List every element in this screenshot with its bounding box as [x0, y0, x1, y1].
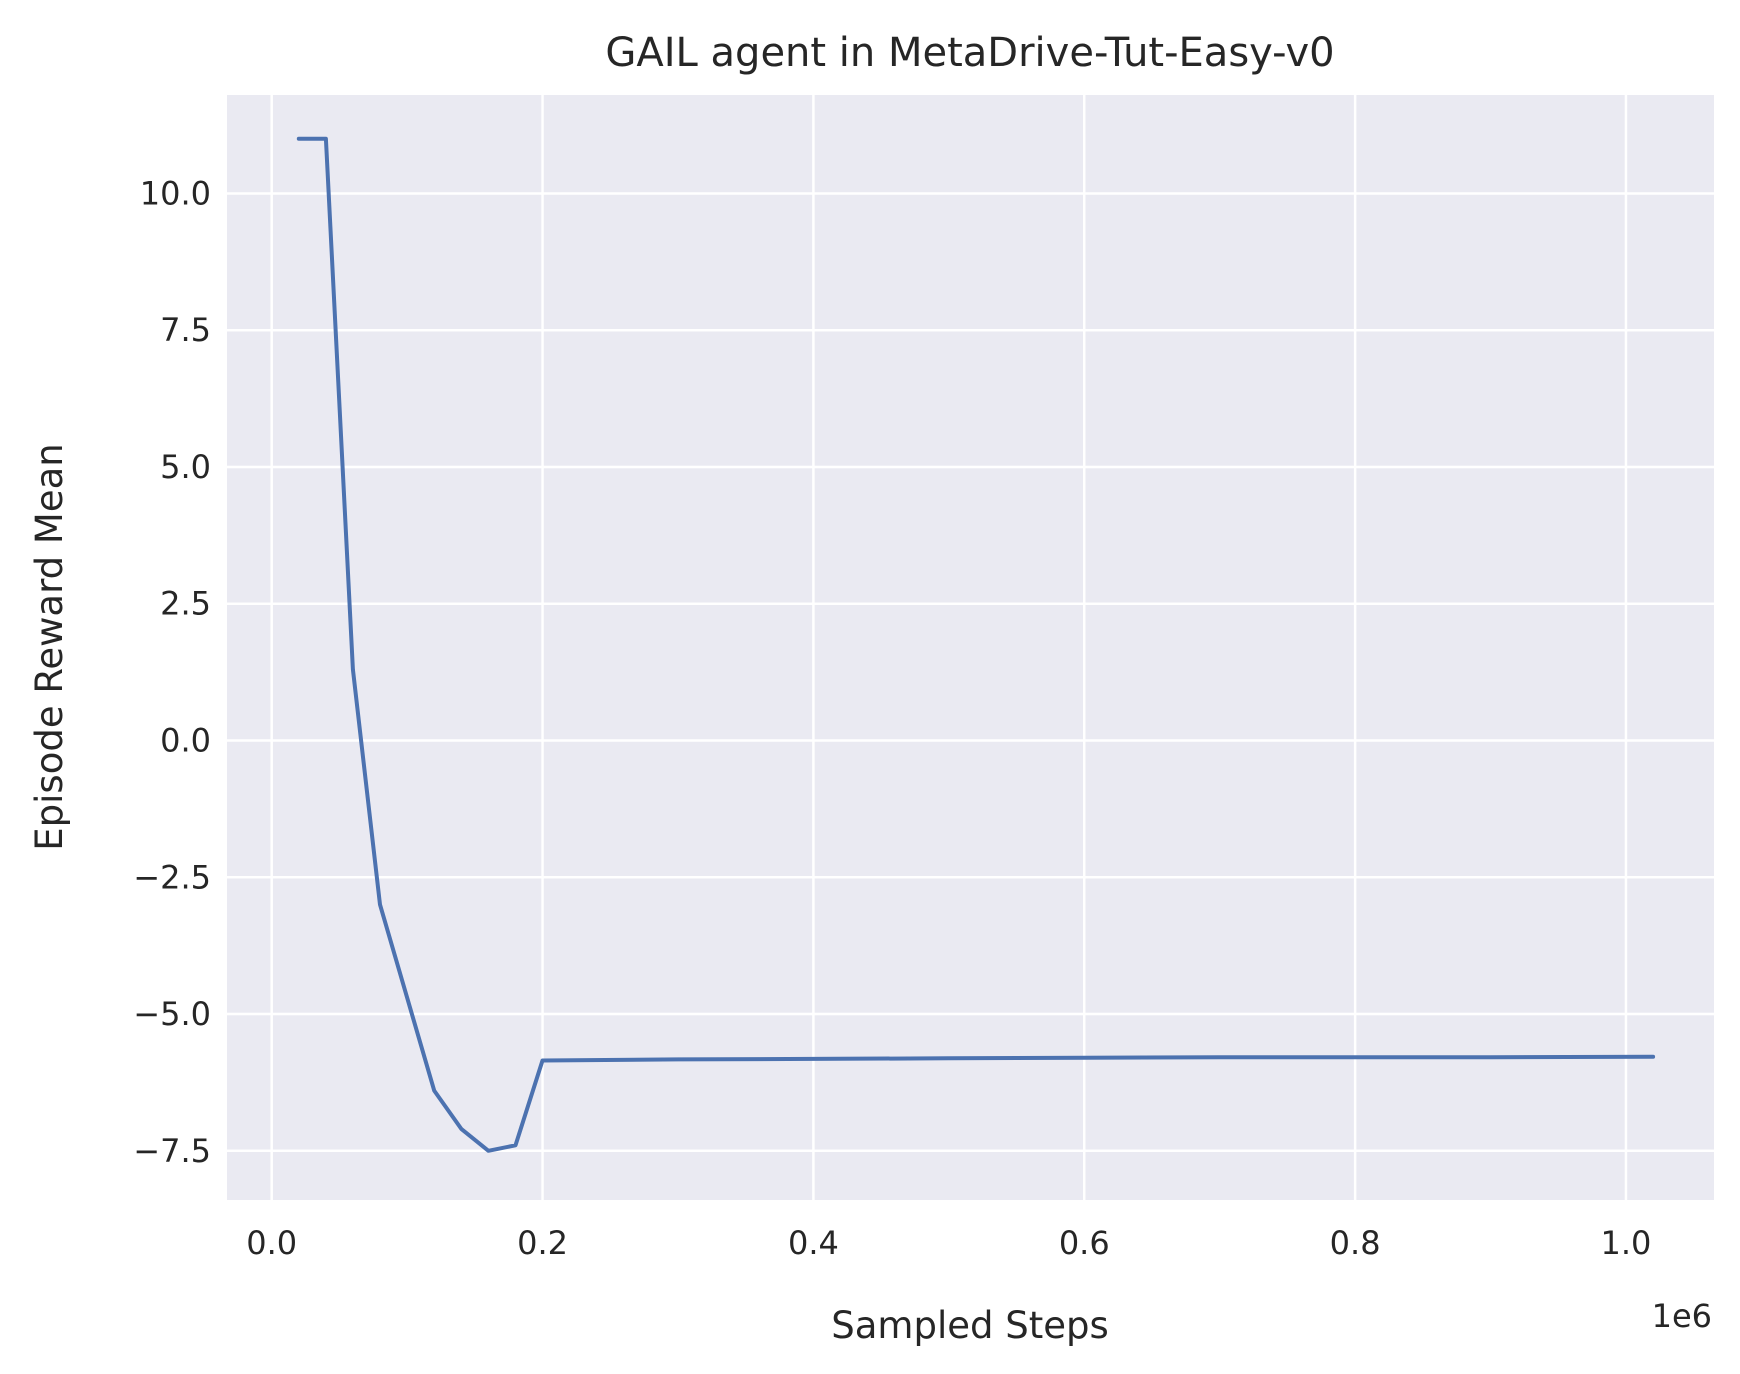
- x-tick-label: 0.2: [517, 1224, 568, 1262]
- y-tick-label: −2.5: [133, 858, 211, 896]
- x-tick-label: 0.0: [246, 1224, 297, 1262]
- x-tick-label: 1.0: [1601, 1224, 1652, 1262]
- x-axis-ticks: 0.0 0.2 0.4 0.6 0.8 1.0: [246, 1224, 1651, 1262]
- y-tick-label: 7.5: [160, 311, 211, 349]
- y-tick-label: 0.0: [160, 721, 211, 759]
- chart-title: GAIL agent in MetaDrive-Tut-Easy-v0: [605, 30, 1334, 76]
- x-axis-title: Sampled Steps: [831, 1304, 1109, 1347]
- plot-area: [227, 95, 1714, 1200]
- y-tick-label: −7.5: [133, 1132, 211, 1170]
- series-line: [296, 136, 1656, 1153]
- y-axis-ticks: −7.5 −5.0 −2.5 0.0 2.5 5.0 7.5 10.0: [133, 174, 211, 1169]
- y-tick-label: 10.0: [140, 174, 211, 212]
- y-axis-title: Episode Reward Mean: [28, 443, 71, 850]
- y-tick-label: 2.5: [160, 585, 211, 623]
- x-tick-label: 0.4: [788, 1224, 839, 1262]
- x-tick-label: 0.8: [1330, 1224, 1381, 1262]
- grid: [227, 95, 1714, 1200]
- y-tick-label: −5.0: [133, 995, 211, 1033]
- x-axis-offset-label: 1e6: [1652, 1297, 1712, 1335]
- x-tick-label: 0.6: [1059, 1224, 1110, 1262]
- series-layer: [296, 136, 1656, 1153]
- y-tick-label: 5.0: [160, 448, 211, 486]
